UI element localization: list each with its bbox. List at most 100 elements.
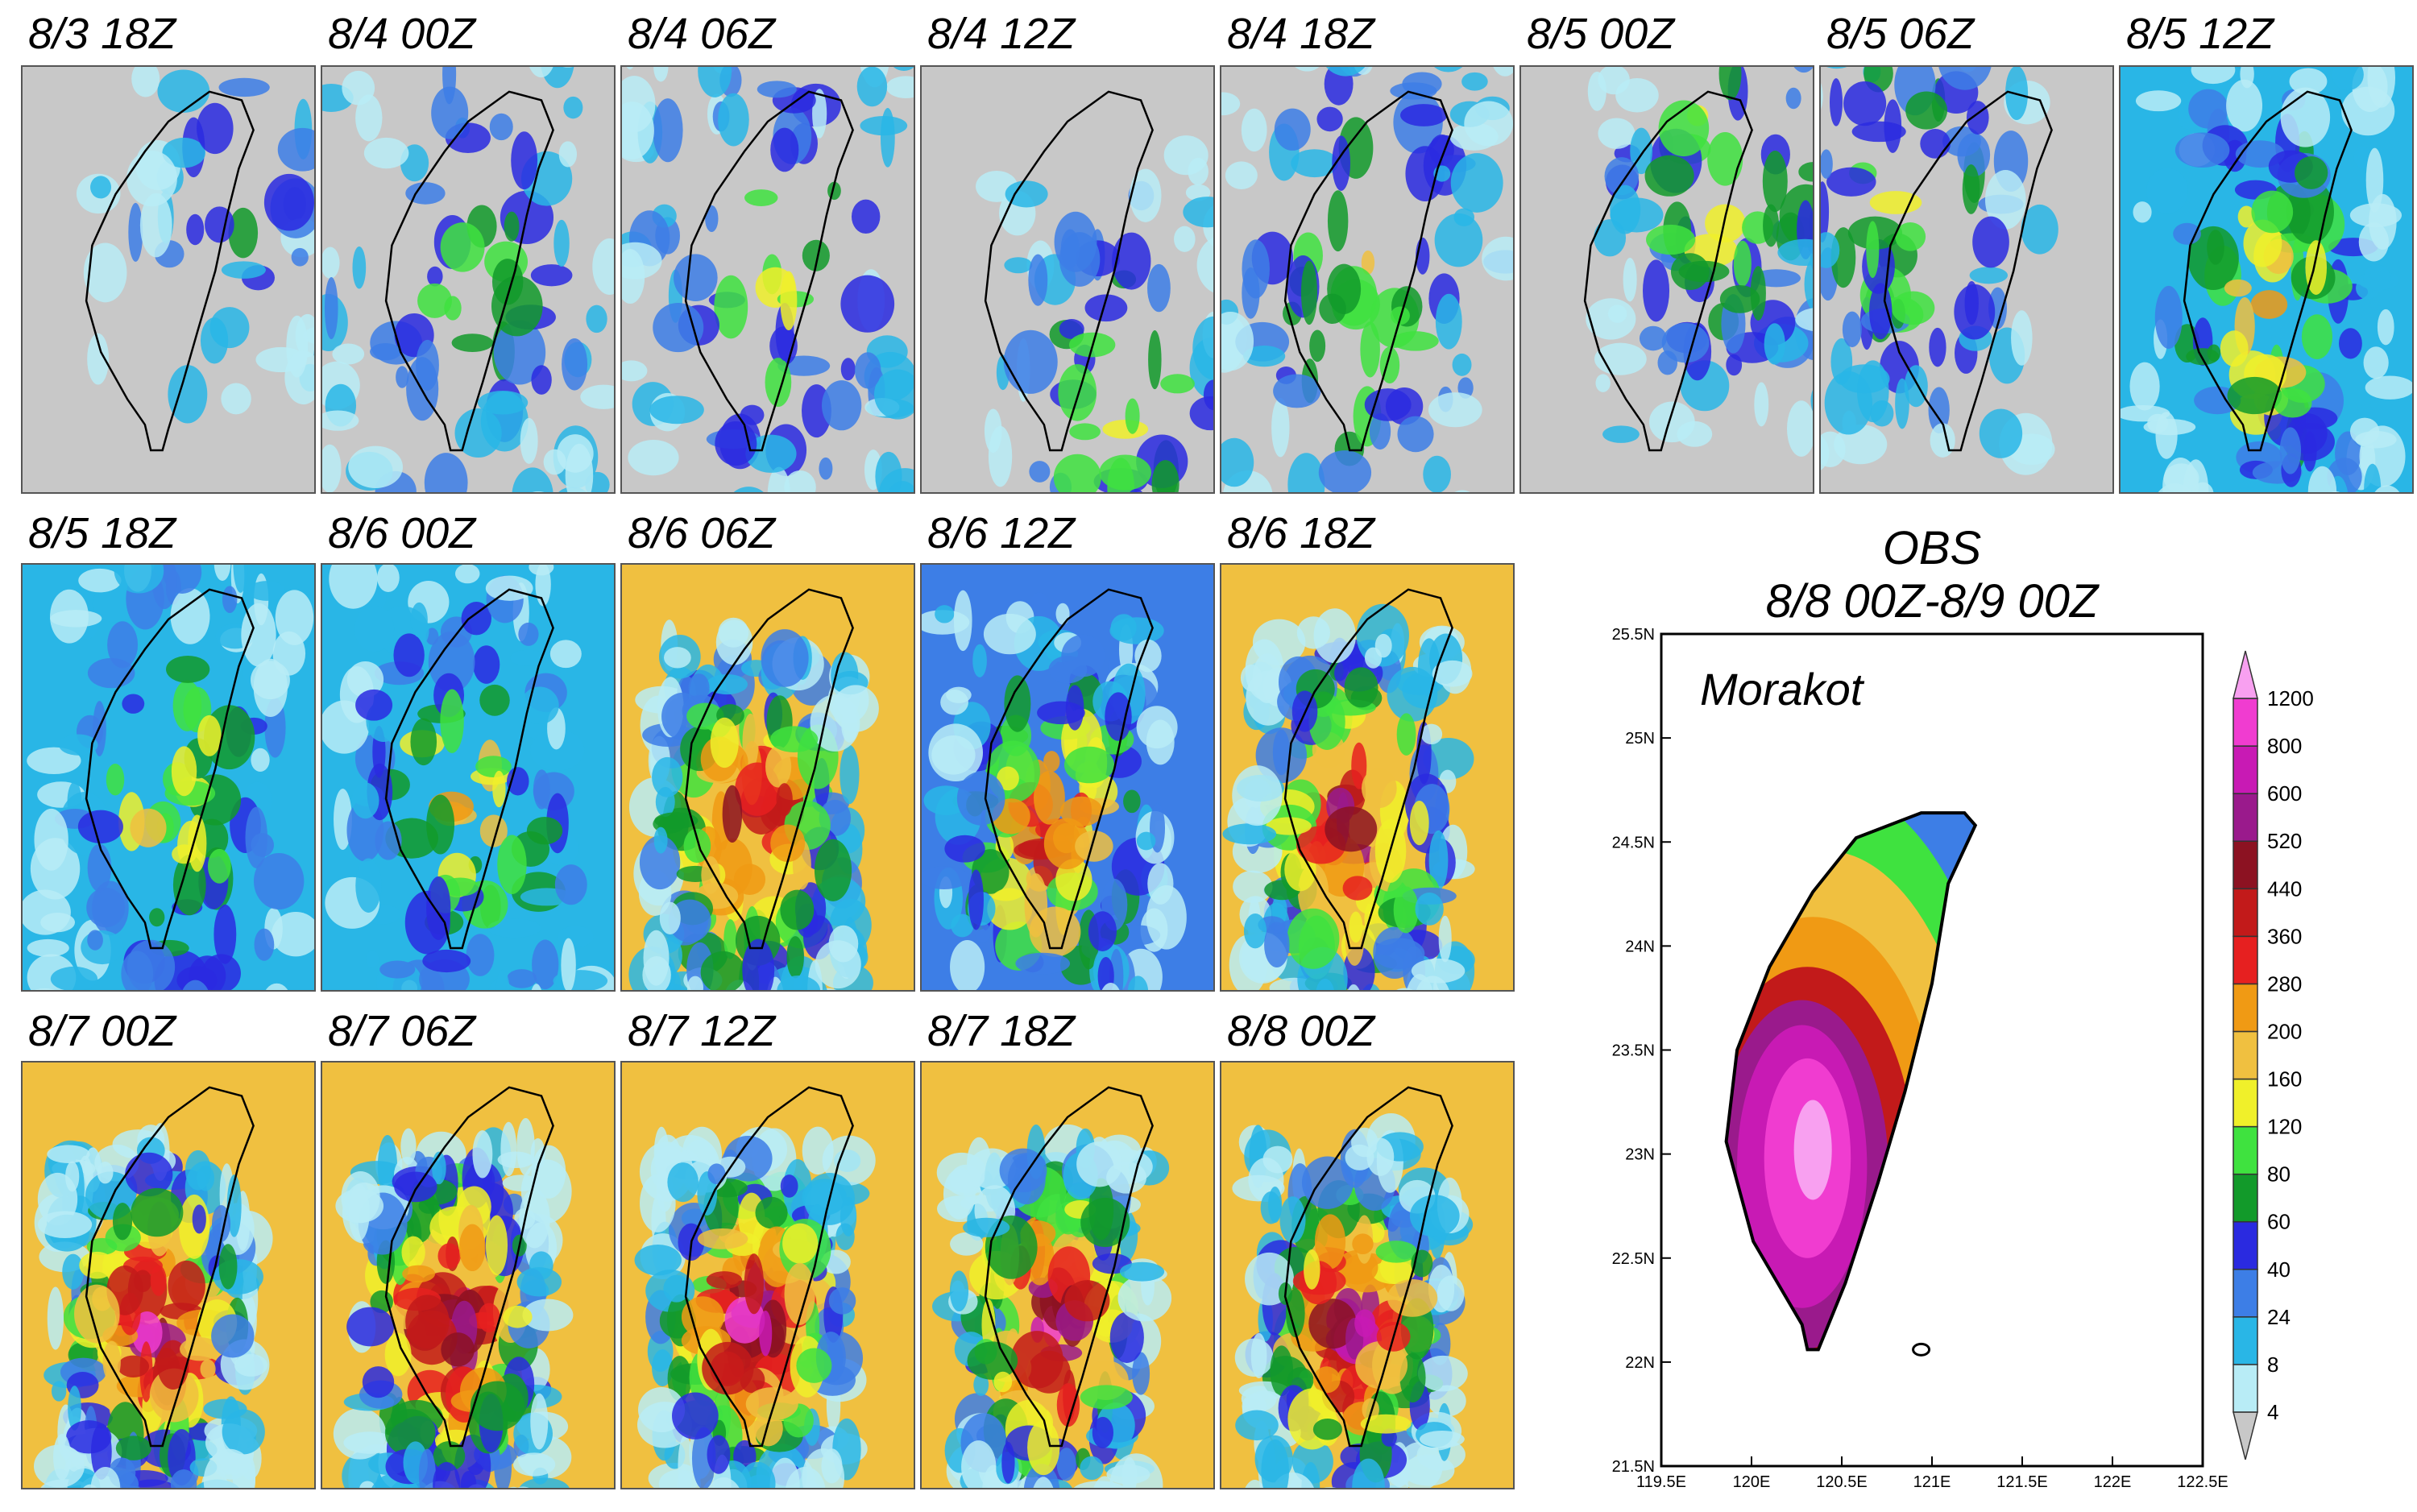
rain-blob <box>510 649 546 666</box>
rain-blob <box>222 1409 265 1455</box>
rain-blob <box>1957 133 1991 177</box>
rain-blob <box>845 4 894 42</box>
rain-blob <box>1192 316 1214 380</box>
panel-frame <box>920 1061 1215 1489</box>
rain-blob <box>1393 886 1419 934</box>
rain-blob <box>114 564 164 594</box>
rain-blob <box>1316 106 1343 132</box>
taiwan-coastline <box>2183 90 2353 452</box>
rain-blob <box>819 988 839 991</box>
rain-blob <box>674 254 718 301</box>
rain-blob <box>247 581 286 601</box>
rain-blob <box>1314 1214 1346 1270</box>
rain-blob <box>79 1251 115 1279</box>
rain-blob <box>2224 279 2252 297</box>
rain-blob <box>592 238 615 295</box>
rain-blob <box>2273 387 2312 418</box>
rain-blob <box>1024 873 1048 938</box>
lat-tick-label: 25N <box>1625 730 1655 748</box>
rain-blob <box>272 911 315 957</box>
rain-blob <box>1142 541 1179 565</box>
taiwan-coastline <box>384 1086 554 1448</box>
rain-blob <box>1988 0 2032 2</box>
rain-blob <box>384 1409 436 1456</box>
rain-blob <box>191 1489 214 1512</box>
rain-blob <box>950 940 985 991</box>
rain-blob <box>1795 308 1814 332</box>
rain-blob <box>659 901 681 935</box>
rain-blob <box>473 645 500 684</box>
rain-blob <box>90 176 112 199</box>
rain-blob <box>97 1161 114 1184</box>
rain-blob <box>1059 319 1084 339</box>
rain-blob <box>1361 768 1397 809</box>
rain-blob <box>653 302 704 353</box>
rain-blob <box>1416 1003 1430 1023</box>
rain-blob <box>780 1492 809 1512</box>
colorbar-swatch <box>2233 1364 2258 1413</box>
rain-blob <box>1243 913 1267 949</box>
rain-blob <box>2207 230 2224 265</box>
rain-blob <box>203 1448 256 1489</box>
rain-blob <box>1015 952 1071 975</box>
rain-blob <box>428 631 475 693</box>
colorbar-swatch <box>2233 650 2258 699</box>
taiwan-coastline <box>1883 90 2053 452</box>
rain-blob <box>107 621 139 669</box>
rain-blob <box>1279 1196 1306 1244</box>
rain-blob <box>1189 396 1214 431</box>
rain-blob <box>418 1448 436 1489</box>
rain-blob <box>1342 876 1373 901</box>
rain-blob <box>479 0 524 27</box>
rain-blob <box>402 1265 436 1283</box>
rain-blob <box>1129 488 1143 493</box>
rain-blob <box>1352 1233 1374 1255</box>
forecast-panel: 8/8 00Z <box>1220 1007 1515 1489</box>
rain-blob <box>1772 0 1812 35</box>
rain-blob <box>507 969 537 988</box>
rain-blob <box>472 1130 493 1179</box>
lon-tick-label: 120.5E <box>1816 1473 1867 1491</box>
rain-blob <box>351 782 379 819</box>
rain-blob <box>1055 603 1070 625</box>
rain-blob <box>2307 466 2337 493</box>
rain-blob <box>1851 121 1906 143</box>
rain-blob <box>1928 387 1950 434</box>
rain-blob <box>828 1287 856 1315</box>
rain-blob <box>166 655 210 683</box>
rain-blob <box>2355 430 2397 449</box>
rain-blob <box>1092 1416 1114 1448</box>
rain-blob <box>487 918 541 938</box>
rain-blob <box>1075 831 1113 862</box>
rain-blob <box>1316 978 1335 991</box>
obs-axes: 25.5N 25N 24.5N 24N 23.5N 23N 22.5N 22N 21.5N119… <box>1612 626 2228 1491</box>
rain-blob <box>478 1303 500 1333</box>
rain-blob <box>223 1490 269 1512</box>
rain-blob <box>2339 328 2362 359</box>
rain-blob <box>2135 90 2182 112</box>
rain-blob <box>1776 0 1805 56</box>
rain-blob <box>1304 1249 1320 1290</box>
rain-blob <box>1419 0 1457 42</box>
rain-blob <box>2332 66 2364 91</box>
lat-tick-label: 23.5N <box>1612 1042 1655 1060</box>
rain-blob <box>34 808 68 871</box>
panel-label: 8/4 00Z <box>328 10 477 58</box>
rain-blob <box>47 1145 90 1164</box>
panel-frame <box>321 563 616 992</box>
rain-blob <box>586 304 607 333</box>
lanyu-island <box>1912 1342 1931 1357</box>
rain-blob <box>1397 416 1434 453</box>
rain-blob <box>359 1481 375 1489</box>
rain-blob <box>50 966 98 991</box>
rain-blob <box>489 113 513 141</box>
rain-blob <box>197 102 234 155</box>
taiwan-coastline <box>85 1086 255 1448</box>
rain-blob <box>784 1262 815 1325</box>
rain-blob <box>1402 72 1442 96</box>
rain-blob <box>1234 1338 1274 1377</box>
rain-blob <box>1969 267 2009 284</box>
rain-blob <box>1405 146 1445 201</box>
taiwan-coastline <box>684 588 854 950</box>
rain-blob <box>1743 42 1798 59</box>
